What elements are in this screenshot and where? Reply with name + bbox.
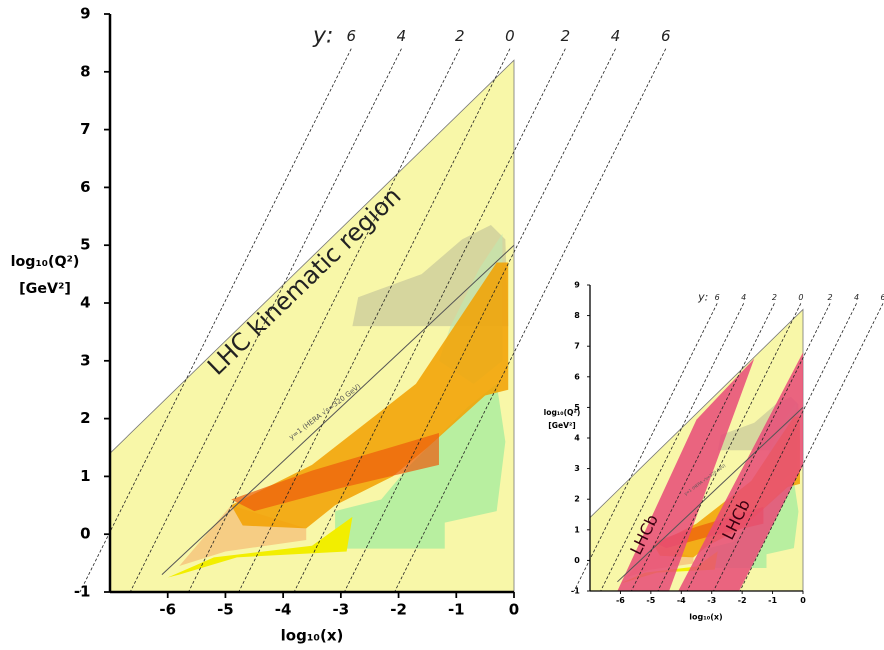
x-tick-label: -5 (217, 601, 234, 619)
rapidity-label: 6 (880, 293, 884, 302)
rapidity-line (686, 303, 831, 592)
rapidity-line (739, 303, 884, 592)
rapidity-line (188, 48, 461, 593)
rapidity-label: 6 (715, 293, 720, 302)
rapidity-line (129, 48, 402, 593)
y-tick-label: 3 (80, 351, 90, 369)
rapidity-line (713, 303, 857, 592)
rapidity-label: 2 (455, 27, 465, 45)
rapidity-line (79, 48, 352, 593)
x-tick-label: -2 (738, 596, 747, 605)
y-tick-label: 0 (80, 525, 90, 543)
y-tick-label: 1 (574, 525, 580, 534)
y-tick-label: 5 (574, 403, 580, 412)
rapidity-prefix: y: (312, 24, 333, 49)
y-tick-label: 7 (574, 342, 580, 351)
y-tick-label: 2 (574, 495, 580, 504)
y-tick-label: 6 (574, 372, 580, 381)
y-tick-label: 9 (574, 281, 580, 290)
rapidity-line (394, 48, 667, 593)
y-tick-label: 3 (574, 464, 580, 473)
x-tick-label: -6 (159, 601, 176, 619)
y-tick-label: 4 (80, 294, 90, 312)
x-tick-label: -1 (448, 601, 465, 619)
y-axis-label: log₁₀(Q²) (544, 408, 581, 417)
rapidity-line (631, 303, 775, 592)
rapidity-label: 6 (661, 27, 671, 45)
rapidity-prefix: y: (697, 290, 708, 303)
rapidity-line (293, 48, 566, 593)
rapidity-label: 4 (397, 27, 407, 45)
region (167, 516, 353, 578)
y-tick-label: 8 (80, 62, 90, 80)
y-tick-label: 8 (574, 311, 580, 320)
y-tick-label: -1 (74, 583, 91, 601)
y-tick-label: -1 (571, 587, 580, 596)
rapidity-label: 4 (611, 27, 621, 45)
x-tick-label: -5 (646, 596, 655, 605)
y-tick-label: 0 (574, 556, 580, 565)
x-tick-label: 0 (509, 601, 519, 619)
x-tick-label: -4 (275, 601, 292, 619)
rapidity-label: 2 (828, 293, 833, 302)
region-boundary (161, 244, 515, 576)
rapidity-label: 4 (741, 293, 746, 302)
rapidity-label: 6 (346, 27, 356, 45)
y-axis-unit: [GeV²] (19, 281, 71, 297)
rapidity-label: 2 (772, 293, 777, 302)
rapidity-label: 0 (798, 293, 803, 302)
y-tick-label: 4 (574, 434, 580, 443)
x-tick-label: -1 (768, 596, 777, 605)
rapidity-line (600, 303, 745, 592)
x-tick-label: 0 (800, 596, 806, 605)
region (617, 358, 755, 591)
y-tick-label: 9 (80, 5, 90, 23)
y-tick-label: 7 (80, 120, 90, 138)
region (678, 352, 803, 591)
rapidity-line (657, 303, 802, 592)
region-boundary (617, 407, 804, 583)
rapidity-line (343, 48, 616, 593)
y-axis-label: log₁₀(Q²) (11, 254, 80, 270)
y-tick-label: 6 (80, 178, 90, 196)
region (231, 433, 439, 512)
rapidity-label: 2 (561, 27, 571, 45)
rapidity-label: 4 (854, 293, 859, 302)
y-tick-label: 2 (80, 409, 90, 427)
x-tick-label: -3 (333, 601, 350, 619)
x-tick-label: -2 (390, 601, 407, 619)
x-axis-label: log₁₀(x) (689, 613, 722, 622)
y-tick-label: 5 (80, 236, 90, 254)
rapidity-line (573, 303, 718, 592)
x-tick-label: -6 (616, 596, 625, 605)
y-axis-unit: [GeV²] (548, 421, 576, 430)
x-tick-label: -4 (677, 596, 686, 605)
x-tick-label: -3 (707, 596, 716, 605)
rapidity-line (238, 48, 511, 593)
y-tick-label: 1 (80, 467, 90, 485)
rapidity-label: 0 (505, 27, 515, 45)
x-axis-label: log₁₀(x) (281, 627, 344, 645)
